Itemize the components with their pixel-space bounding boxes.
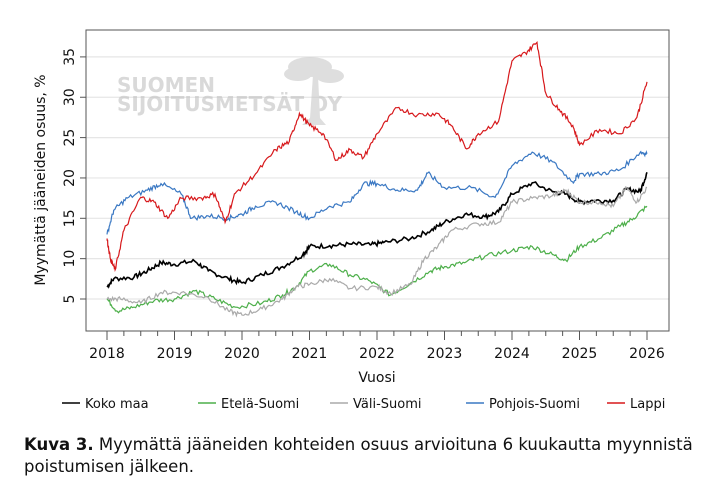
y-tick-label: 30	[62, 88, 78, 106]
y-axis-label: Myymättä jääneiden osuus, %	[33, 74, 49, 285]
caption-label: Kuva 3.	[24, 435, 94, 454]
series-lines	[106, 41, 648, 318]
legend-label: Pohjois-Suomi	[489, 397, 580, 412]
x-tick-label: 2025	[562, 346, 598, 362]
figure-caption: Kuva 3. Myymättä jääneiden kohteiden osu…	[24, 434, 694, 478]
x-tick-label: 2023	[427, 346, 463, 362]
series-line-koko-maa	[106, 172, 648, 289]
x-axis: 2018 2019 2020 2021 2022 2023 2024 2025 2026	[89, 331, 665, 362]
legend-label: Etelä-Suomi	[221, 397, 299, 412]
tree-icon	[284, 57, 344, 125]
x-tick-label: 2024	[494, 346, 530, 362]
x-axis-label: Vuosi	[358, 370, 395, 386]
y-tick-label: 25	[62, 129, 78, 147]
y-axis: 5 10 15 20 25 30 35	[62, 48, 86, 303]
legend-label: Väli-Suomi	[353, 397, 422, 412]
watermark-text-1: SUOMEN	[117, 73, 215, 97]
y-tick-label: 35	[62, 48, 78, 66]
series-line-lappi	[106, 41, 648, 273]
series-line-etel-suomi	[106, 205, 648, 314]
x-tick-label: 2018	[89, 346, 125, 362]
series-line-v-li-suomi	[106, 186, 648, 318]
watermark-text-2: SIJOITUSMETSÄT OY	[117, 92, 342, 116]
legend-label: Koko maa	[85, 397, 149, 412]
legend-label: Lappi	[630, 397, 665, 412]
x-tick-label: 2021	[292, 346, 328, 362]
x-tick-label: 2020	[224, 346, 260, 362]
y-tick-label: 10	[62, 250, 78, 268]
caption-text: Myymättä jääneiden kohteiden osuus arvio…	[24, 435, 693, 476]
x-tick-label: 2022	[359, 346, 395, 362]
gridlines	[86, 56, 669, 300]
x-tick-label: 2019	[157, 346, 193, 362]
x-tick-label: 2026	[629, 346, 665, 362]
y-tick-label: 20	[62, 169, 78, 187]
watermark-logo: SUOMEN SIJOITUSMETSÄT OY	[117, 57, 344, 125]
y-tick-label: 5	[62, 295, 78, 304]
legend: Koko maa Etelä-Suomi Väli-Suomi Pohjois-Suo…	[62, 397, 665, 412]
y-tick-label: 15	[62, 209, 78, 227]
series-line-pohjois-suomi	[106, 150, 648, 235]
